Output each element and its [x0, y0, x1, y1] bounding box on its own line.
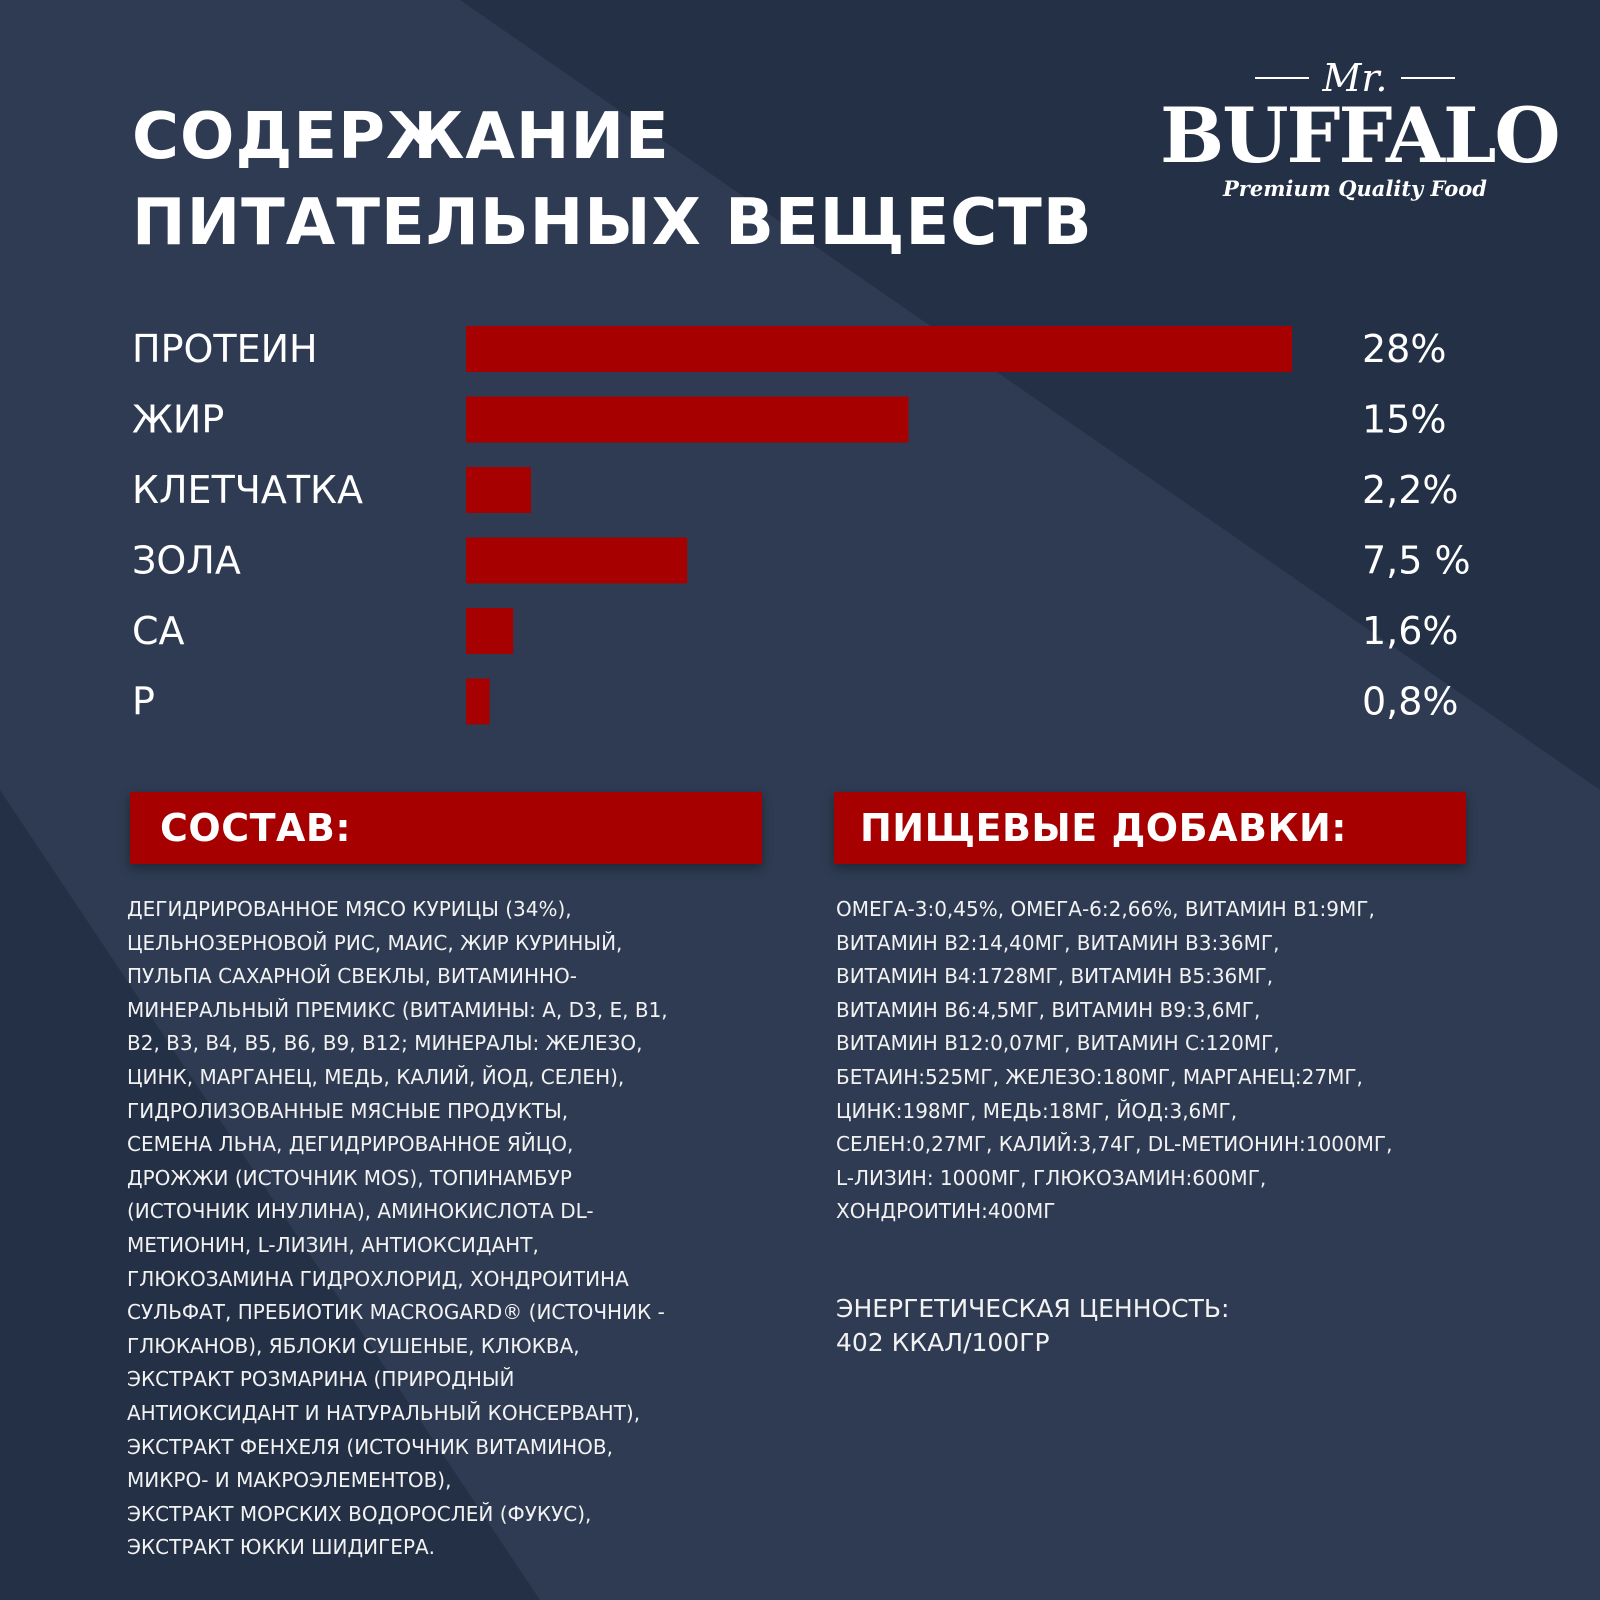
bar-value-label: 0,8% — [1362, 680, 1459, 724]
composition-line: ГЛЮКАНОВ), ЯБЛОКИ СУШЕНЫЕ, КЛЮКВА, — [127, 1333, 580, 1358]
bar-value-label: 28% — [1362, 327, 1446, 371]
composition-line: ГИДРОЛИЗОВАННЫЕ МЯСНЫЕ ПРОДУКТЫ, — [127, 1098, 569, 1123]
composition-line: МИКРО- И МАКРОЭЛЕМЕНТОВ), — [127, 1468, 452, 1493]
bar-value-label: 2,2% — [1362, 468, 1459, 512]
additives-line: ВИТАМИН B4:1728МГ, ВИТАМИН B5:36МГ, — [836, 964, 1274, 989]
composition-line: СУЛЬФАТ, ПРЕБИОТИК MACROGARD® (ИСТОЧНИК … — [127, 1300, 665, 1325]
composition-text: ДЕГИДРИРОВАННОЕ МЯСО КУРИЦЫ (34%), ЦЕЛЬНО… — [127, 893, 767, 1565]
energy-value: 402 ККАЛ/100ГР — [836, 1328, 1050, 1357]
energy-label: ЭНЕРГЕТИЧЕСКАЯ ЦЕННОСТЬ: — [836, 1294, 1230, 1323]
bar-label: CA — [132, 609, 185, 653]
brand-logo: Mr. BUFFALO Premium Quality Food — [1160, 58, 1561, 218]
additives-line: ВИТАМИН B6:4,5МГ, ВИТАМИН B9:3,6МГ, — [836, 997, 1261, 1022]
bar-label: КЛЕТЧАТКА — [132, 468, 363, 512]
bar-label: ЖИР — [132, 398, 224, 442]
composition-line: ПУЛЬПА САХАРНОЙ СВЕКЛЫ, ВИТАМИННО- — [127, 964, 578, 989]
additives-line: СЕЛЕН:0,27МГ, КАЛИЙ:3,74Г, DL-МЕТИОНИН:1… — [836, 1132, 1393, 1157]
additives-line: БЕТАИН:525МГ, ЖЕЛЕЗО:180МГ, МАРГАНЕЦ:27М… — [836, 1064, 1363, 1089]
composition-line: ГЛЮКОЗАМИНА ГИДРОХЛОРИД, ХОНДРОИТИНА — [127, 1266, 629, 1291]
additives-header-label: ПИЩЕВЫЕ ДОБАВКИ: — [860, 806, 1348, 850]
composition-line: ЭКСТРАКТ ЮККИ ШИДИГЕРА. — [127, 1535, 436, 1560]
logo-tagline: Premium Quality Food — [1222, 176, 1487, 201]
logo-top-row: Mr. — [1160, 58, 1550, 98]
composition-line: ДРОЖЖИ (ИСТОЧНИК MOS), ТОПИНАМБУР — [127, 1165, 572, 1190]
composition-line: СЕМЕНА ЛЬНА, ДЕГИДРИРОВАННОЕ ЯЙЦО, — [127, 1132, 574, 1157]
composition-line: ЭКСТРАКТ ФЕНХЕЛЯ (ИСТОЧНИК ВИТАМИНОВ, — [127, 1434, 613, 1459]
composition-line: МИНЕРАЛЬНЫЙ ПРЕМИКС (ВИТАМИНЫ: A, D3, E,… — [127, 997, 668, 1022]
bar — [466, 396, 909, 443]
additives-line: ХОНДРОИТИН:400МГ — [836, 1199, 1056, 1224]
bar-label: P — [132, 680, 155, 724]
energy-value-block: ЭНЕРГЕТИЧЕСКАЯ ЦЕННОСТЬ: 402 ККАЛ/100ГР — [836, 1292, 1456, 1360]
additives-line: ВИТАМИН B2:14,40МГ, ВИТАМИН B3:36МГ, — [836, 930, 1280, 955]
composition-line: B2, B3, B4, B5, B6, B9, B12; МИНЕРАЛЫ: Ж… — [127, 1031, 643, 1056]
composition-line: (ИСТОЧНИК ИНУЛИНА), АМИНОКИСЛОТА DL- — [127, 1199, 594, 1224]
composition-line: АНТИОКСИДАНТ И НАТУРАЛЬНЫЙ КОНСЕРВАНТ), — [127, 1400, 641, 1425]
additives-line: ВИТАМИН B12:0,07МГ, ВИТАМИН C:120МГ, — [836, 1031, 1280, 1056]
title-line-1: СОДЕРЖАНИЕ — [132, 100, 670, 174]
bar — [466, 326, 1292, 372]
composition-line: ЭКСТРАКТ МОРСКИХ ВОДОРОСЛЕЙ (ФУКУС), — [127, 1501, 592, 1526]
bar — [466, 467, 531, 513]
logo-mr: Mr. — [1322, 56, 1388, 100]
bar-value-label: 15% — [1362, 398, 1446, 442]
additives-line: ЦИНК:198МГ, МЕДЬ:18МГ, ЙОД:3,6МГ, — [836, 1098, 1238, 1123]
bar — [466, 537, 688, 584]
composition-line: ДЕГИДРИРОВАННОЕ МЯСО КУРИЦЫ (34%), — [127, 897, 572, 921]
composition-line: ЭКСТРАКТ РОЗМАРИНА (ПРИРОДНЫЙ — [127, 1367, 515, 1392]
additives-text: ОМЕГА-3:0,45%, ОМЕГА-6:2,66%, ВИТАМИН B1… — [836, 893, 1476, 1229]
composition-line: ЦЕЛЬНОЗЕРНОВОЙ РИС, МАИС, ЖИР КУРИНЫЙ, — [127, 930, 623, 955]
logo-left-rule — [1254, 77, 1309, 79]
additives-line: ОМЕГА-3:0,45%, ОМЕГА-6:2,66%, ВИТАМИН B1… — [836, 897, 1375, 921]
bar — [466, 678, 490, 725]
logo-brand-name: BUFFALO — [1160, 91, 1561, 180]
additives-header: ПИЩЕВЫЕ ДОБАВКИ: — [834, 792, 1466, 864]
composition-header-label: СОСТАВ: — [160, 806, 352, 850]
composition-header: СОСТАВ: — [130, 792, 762, 864]
additives-line: L-ЛИЗИН: 1000МГ, ГЛЮКОЗАМИН:600МГ, — [836, 1165, 1267, 1190]
bar-label: ЗОЛА — [132, 539, 241, 583]
bar-label: ПРОТЕИН — [132, 327, 318, 371]
page-title: СОДЕРЖАНИЕ ПИТАТЕЛЬНЫХ ВЕЩЕСТВ — [132, 94, 1093, 266]
bar-value-label: 1,6% — [1362, 609, 1459, 653]
composition-line: ЦИНК, МАРГАНЕЦ, МЕДЬ, КАЛИЙ, ЙОД, СЕЛЕН)… — [127, 1064, 625, 1089]
nutrient-bar-chart: ПРОТЕИН 28% ЖИР 15% КЛЕТЧАТКА 2,2% ЗОЛА 7,5 % CA… — [132, 326, 1471, 725]
bar — [466, 608, 514, 654]
composition-line: МЕТИОНИН, L-ЛИЗИН, АНТИОКСИДАНТ, — [127, 1232, 539, 1257]
bar-value-label: 7,5 % — [1362, 539, 1471, 583]
logo-right-rule — [1401, 77, 1456, 79]
title-line-2: ПИТАТЕЛЬНЫХ ВЕЩЕСТВ — [132, 186, 1093, 260]
